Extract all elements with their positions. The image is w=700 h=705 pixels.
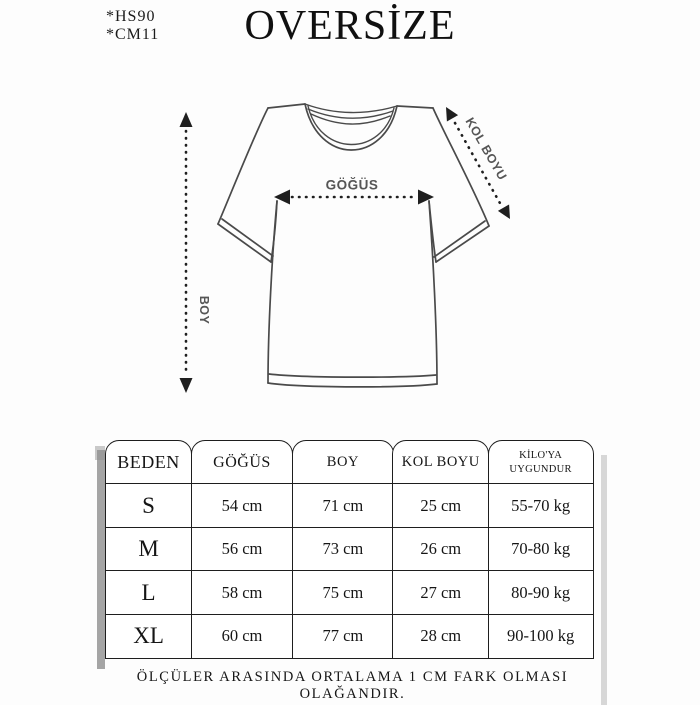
weight-value: 55-70 kg (487, 483, 594, 529)
col-header-beden: BEDEN (105, 440, 193, 485)
size-value: XL (105, 613, 193, 659)
chest-value: 60 cm (190, 613, 294, 659)
scan-shadow-left (97, 450, 105, 669)
chest-label: GÖĞÜS (325, 177, 379, 193)
size-table: BEDEN GÖĞÜS BOY KOL BOYU KİLO'YA UYGUNDU… (105, 440, 600, 659)
product-code-1: *HS90 (106, 8, 156, 25)
measurement-diagram: GÖĞÜS BOY KOL BOYU (140, 85, 560, 435)
size-table-header: BEDEN GÖĞÜS BOY KOL BOYU KİLO'YA UYGUNDU… (105, 440, 600, 485)
sleeve-value: 25 cm (392, 483, 490, 529)
table-row-xl: XL 60 cm 77 cm 28 cm 90-100 kg (105, 613, 600, 659)
length-value: 77 cm (291, 613, 394, 659)
table-row-m: M 56 cm 73 cm 26 cm 70-80 kg (105, 526, 600, 572)
col-header-kol-boyu: KOL BOYU (392, 440, 490, 485)
col-header-kilo-label: KİLO'YA UYGUNDUR (509, 449, 572, 475)
weight-value: 80-90 kg (487, 570, 594, 616)
sleeve-value: 27 cm (392, 570, 490, 616)
product-code-2: *CM11 (106, 26, 160, 43)
product-codes: *HS90 *CM11 (106, 8, 159, 44)
sleeve-value: 28 cm (392, 613, 490, 659)
weight-value: 90-100 kg (487, 613, 594, 659)
size-value: L (105, 570, 193, 616)
size-value: M (105, 526, 193, 572)
length-value: 75 cm (291, 570, 394, 616)
size-value: S (105, 483, 193, 529)
page-title: OVERSİZE (244, 3, 456, 49)
tshirt-drawing (179, 103, 510, 393)
tshirt-outline (217, 103, 490, 388)
weight-value: 70-80 kg (487, 526, 594, 572)
chest-value: 54 cm (190, 483, 294, 529)
length-value: 71 cm (291, 483, 394, 529)
length-label: BOY (197, 295, 211, 325)
col-header-gogus: GÖĞÜS (190, 440, 294, 485)
length-arrow (179, 112, 193, 393)
chest-value: 58 cm (190, 570, 294, 616)
col-header-boy: BOY (291, 440, 394, 485)
table-row-l: L 58 cm 75 cm 27 cm 80-90 kg (105, 570, 600, 616)
chest-arrow (274, 189, 434, 205)
scan-shadow-right (601, 455, 607, 705)
sleeve-arrow (446, 107, 510, 219)
col-header-kilo: KİLO'YA UYGUNDUR (487, 440, 594, 485)
chest-value: 56 cm (190, 526, 294, 572)
table-row-s: S 54 cm 71 cm 25 cm 55-70 kg (105, 483, 600, 529)
footnote: ÖLÇÜLER ARASINDA ORTALAMA 1 CM FARK OLMA… (136, 669, 569, 702)
sleeve-value: 26 cm (392, 526, 490, 572)
length-value: 73 cm (291, 526, 394, 572)
